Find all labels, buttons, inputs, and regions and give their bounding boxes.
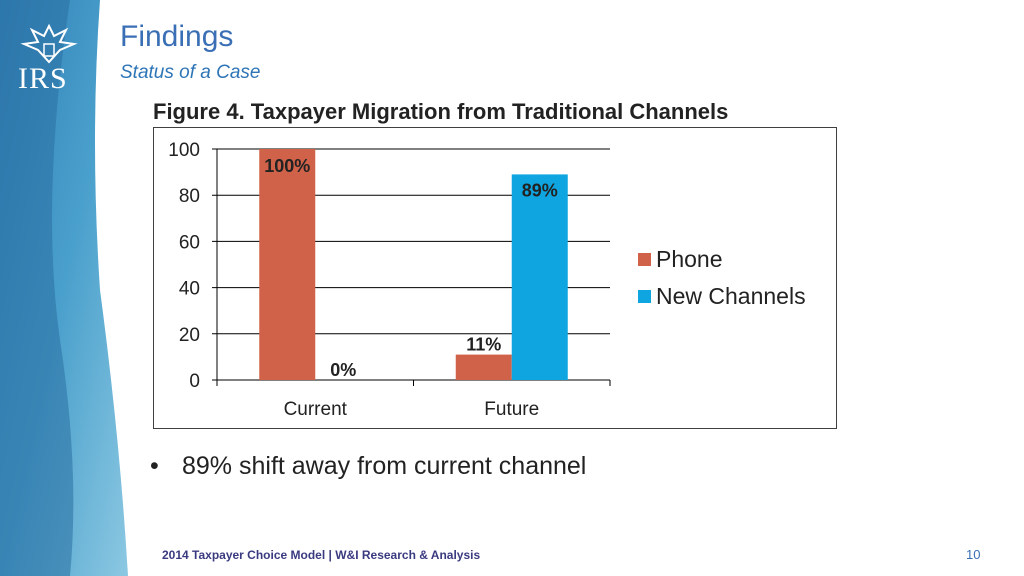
data-label: 100% bbox=[264, 156, 310, 176]
legend-label: Phone bbox=[656, 246, 723, 272]
bar-phone bbox=[455, 354, 512, 380]
data-label: 89% bbox=[522, 180, 558, 200]
legend-swatch bbox=[638, 253, 651, 266]
y-tick-label: 60 bbox=[179, 232, 200, 253]
irs-logo-text: IRS bbox=[18, 62, 68, 95]
chart-container: 0 20 40 60 80 100 100% 0% Current 11% 89% Future Pho… bbox=[153, 127, 837, 429]
y-tick-label: 20 bbox=[179, 325, 200, 346]
figure-title: Figure 4. Taxpayer Migration from Tradit… bbox=[153, 99, 729, 124]
data-label: 0% bbox=[330, 360, 356, 380]
y-tick-label: 80 bbox=[179, 186, 200, 207]
bullet-marker: • bbox=[150, 452, 159, 480]
eagle-icon bbox=[20, 23, 78, 64]
y-tick-label: 100 bbox=[168, 140, 200, 161]
y-tick-label: 40 bbox=[179, 279, 200, 300]
legend-label: New Channels bbox=[656, 283, 806, 309]
decorative-side-band bbox=[0, 0, 128, 576]
bar-phone bbox=[259, 149, 316, 380]
x-category-label: Current bbox=[284, 399, 348, 420]
legend-swatch bbox=[638, 290, 651, 303]
x-category-label: Future bbox=[484, 399, 539, 420]
bullet-text: 89% shift away from current channel bbox=[182, 452, 587, 480]
slide-title: Findings bbox=[120, 20, 234, 53]
slide-subtitle: Status of a Case bbox=[120, 62, 261, 83]
y-tick-label: 0 bbox=[189, 371, 200, 392]
bar-new-channels bbox=[511, 174, 568, 380]
bar-chart: 0 20 40 60 80 100 100% 0% Current 11% 89% Future Pho… bbox=[168, 140, 806, 420]
footer-text: 2014 Taxpayer Choice Model | W&I Researc… bbox=[162, 548, 481, 562]
bullet-point: • 89% shift away from current channel bbox=[150, 452, 586, 481]
page-number: 10 bbox=[966, 547, 981, 562]
data-label: 11% bbox=[466, 335, 501, 355]
